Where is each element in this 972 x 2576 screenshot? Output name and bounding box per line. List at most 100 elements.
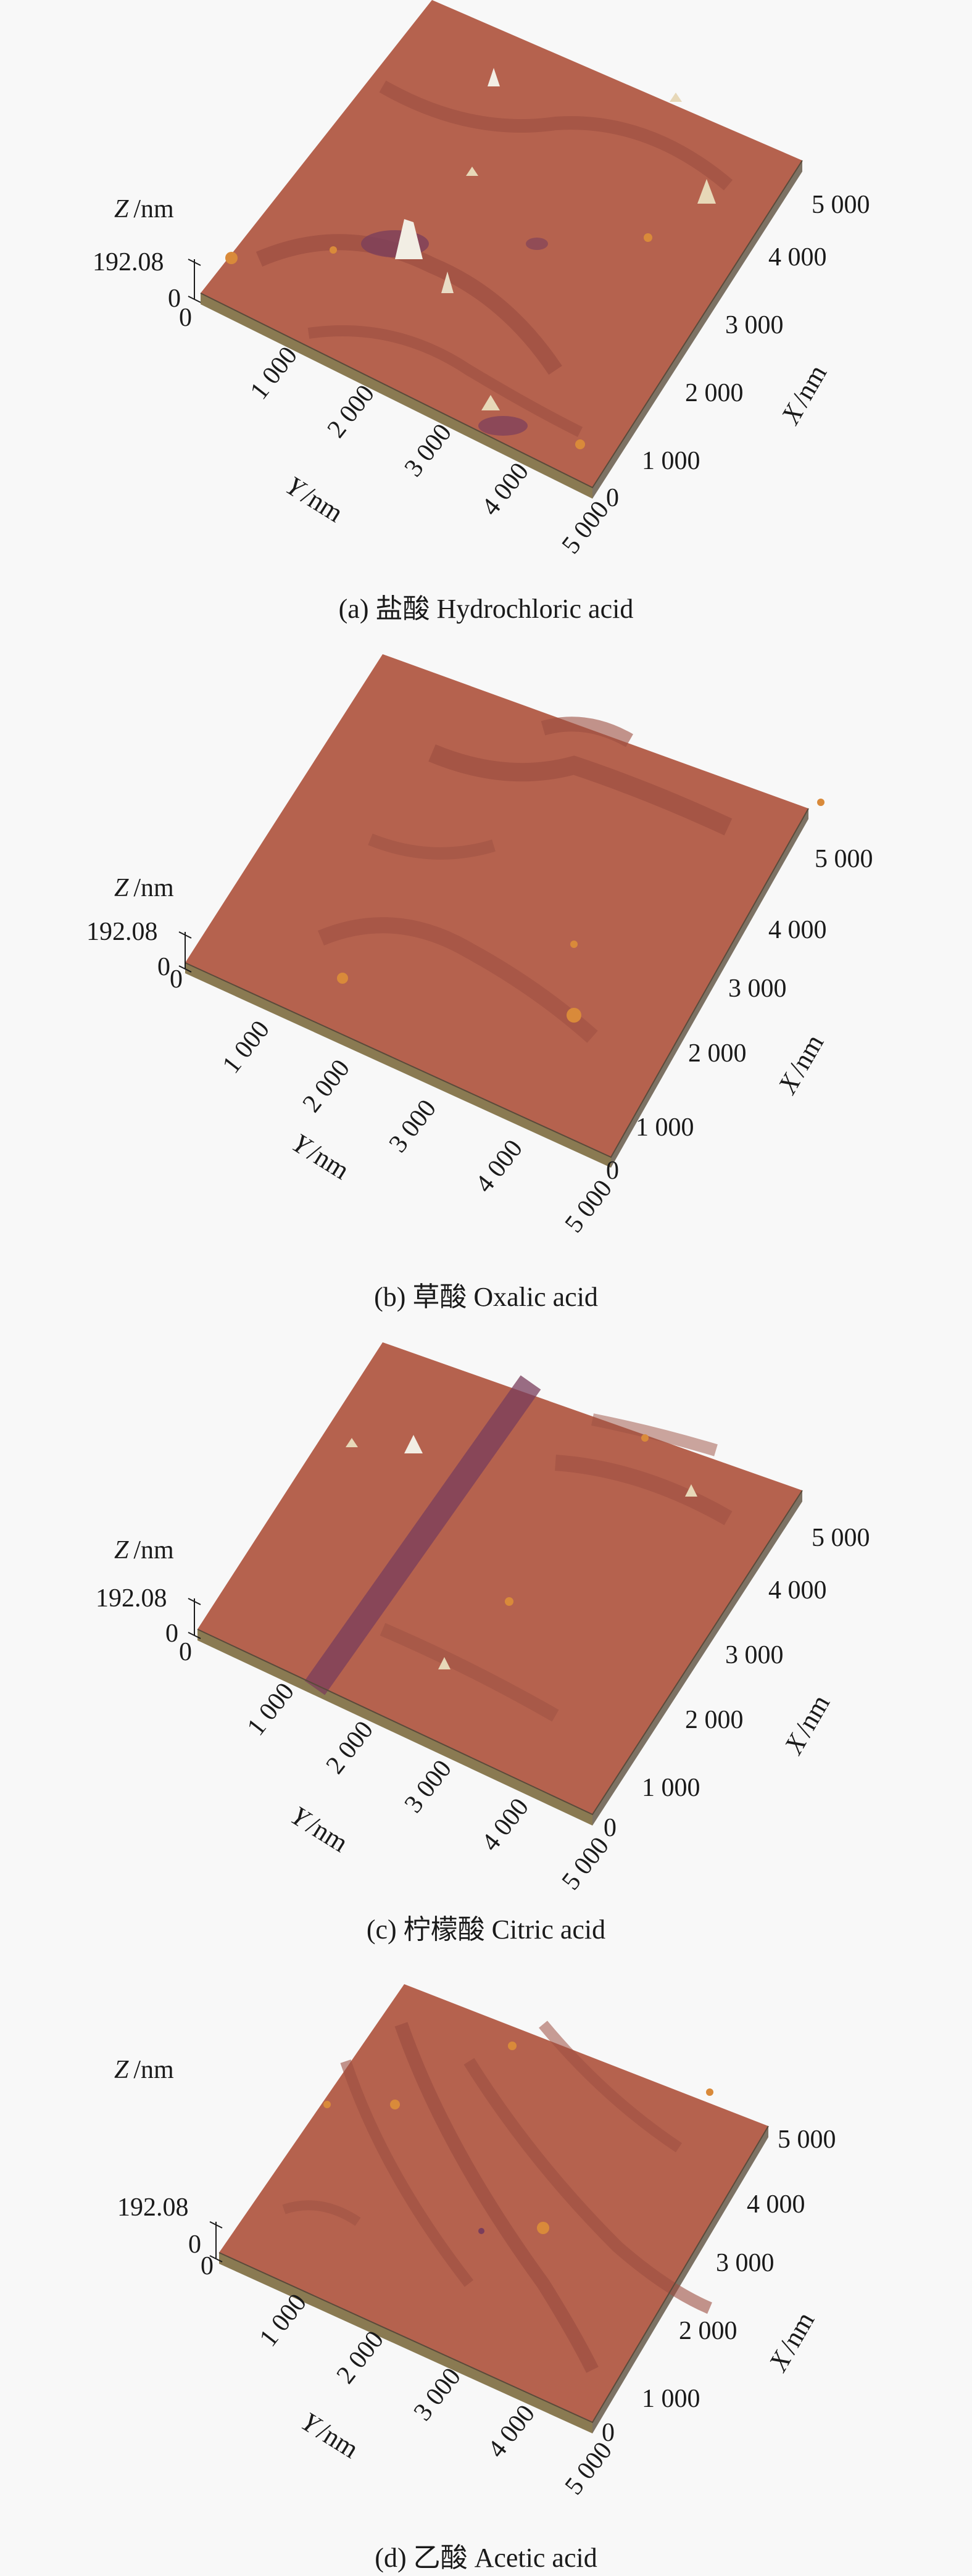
x-tick-label: 5 000	[812, 191, 870, 219]
x-tick-label: 0	[602, 2419, 615, 2447]
z-tick	[188, 259, 201, 266]
surface-texture	[368, 833, 496, 860]
y-origin-label: 0	[179, 1638, 192, 1666]
x-tick-label: 1 000	[642, 2385, 700, 2413]
x-tick-label: 1 000	[642, 1774, 700, 1802]
surface-texture	[394, 2022, 599, 2373]
surface-side-right	[592, 160, 802, 499]
surface-texture	[379, 80, 733, 191]
surface-side-right	[592, 2126, 768, 2433]
y-tick-label: 1 000	[217, 1015, 275, 1079]
surface-edge	[200, 160, 803, 489]
surface-spot	[641, 1434, 649, 1442]
surface-spot	[508, 2042, 517, 2050]
surface-texture	[555, 1455, 733, 1526]
surface-texture	[428, 744, 733, 836]
z-min-label: 0	[188, 2230, 201, 2259]
x-tick-label: 4 000	[768, 1576, 827, 1605]
y-origin-label: 0	[170, 965, 183, 994]
x-axis-label: X/nm	[775, 360, 833, 430]
surface-spot	[706, 2088, 713, 2096]
surface-spot	[330, 246, 337, 254]
x-tick-label: 3 000	[725, 311, 784, 339]
surface-spot	[537, 2222, 549, 2234]
y-tick-label: 2 000	[321, 1716, 379, 1779]
surface-side-left	[219, 2253, 592, 2433]
x-tick-label: 2 000	[685, 379, 744, 407]
x-tick-label: 3 000	[716, 2249, 775, 2277]
surface-texture	[340, 2059, 474, 2287]
surface-trench	[304, 1375, 541, 1695]
x-tick-label: 2 000	[688, 1039, 747, 1068]
surface-top	[197, 1342, 802, 1814]
surface-edge	[197, 1490, 803, 1816]
y-tick-label: 3 000	[399, 1755, 457, 1818]
y-axis-label: Y/nm	[287, 1128, 355, 1186]
figure-caption: (a) 盐酸 Hydrochloric acid	[338, 594, 634, 624]
surface-texture	[307, 325, 583, 438]
y-origin-label: 0	[201, 2252, 214, 2280]
afm-surface-a: Z/nm 192.08 0 0 1 000 2 000 3 000 4 000 …	[93, 0, 870, 559]
surface-stain	[478, 416, 528, 436]
surface-spot	[817, 799, 825, 806]
surface-spot	[323, 2101, 331, 2108]
x-tick-label: 5 000	[815, 845, 873, 873]
z-tick	[209, 2255, 223, 2262]
surface-peak	[685, 1484, 697, 1497]
z-tick	[188, 296, 201, 303]
z-max-label: 192.08	[86, 918, 158, 946]
afm-surface-d: Z/nm 192.08 0 0 1 000 2 000 3 000 4 000 …	[114, 1984, 836, 2500]
y-tick-label: 2 000	[297, 1054, 355, 1118]
surface-peak	[404, 1435, 423, 1453]
x-tick-label: 2 000	[679, 2317, 737, 2345]
surface-spot	[567, 1008, 581, 1023]
z-tick	[178, 931, 192, 939]
x-tick-label: 4 000	[768, 243, 827, 272]
figure-caption: (c) 柠檬酸 Citric acid	[366, 1914, 606, 1945]
x-tick-label: 0	[606, 484, 619, 512]
z-axis-label: Z/nm	[114, 1536, 174, 1564]
panel-b: Z/nm 192.08 0 0 1 000 2 000 3 000 4 000 …	[0, 642, 972, 1321]
z-min-label: 0	[165, 1619, 178, 1648]
surface-edge	[185, 808, 809, 1158]
z-min-label: 0	[168, 285, 181, 313]
surface-peak	[697, 179, 716, 204]
x-tick-label: 1 000	[636, 1113, 694, 1142]
surface-spot	[390, 2100, 400, 2109]
x-axis-label: X/nm	[762, 2307, 820, 2377]
x-tick-label: 0	[606, 1157, 619, 1185]
y-tick-label: 1 000	[245, 341, 303, 405]
panel-a: Z/nm 192.08 0 0 1 000 2 000 3 000 4 000 …	[0, 0, 972, 642]
y-tick-label: 4 000	[470, 1134, 528, 1198]
z-axis-label: Z/nm	[114, 2056, 174, 2084]
y-axis-label: Y/nm	[286, 1800, 354, 1858]
figure-caption: (b) 草酸 Oxalic acid	[374, 1282, 598, 1312]
surface-side-left	[197, 1629, 592, 1826]
surface-texture	[282, 2200, 361, 2226]
z-max-label: 192.08	[96, 1584, 167, 1613]
y-tick-label: 3 000	[399, 418, 457, 482]
surface-spot	[225, 252, 238, 264]
afm-surface-c: Z/nm 192.08 0 0 1 000 2 000 3 000 4 000 …	[96, 1342, 870, 1895]
surface-peak	[488, 68, 500, 86]
surface-spot	[644, 233, 652, 242]
surface-peak	[346, 1438, 358, 1447]
z-max-label: 192.08	[117, 2193, 189, 2222]
x-tick-label: 3 000	[725, 1641, 784, 1669]
x-tick-label: 0	[604, 1814, 617, 1842]
surface-stain	[526, 238, 548, 250]
surface-side-left	[185, 963, 611, 1168]
surface-texture	[463, 2058, 712, 2314]
z-axis-label: Z/nm	[114, 195, 174, 223]
x-tick-label: 4 000	[747, 2190, 805, 2219]
surface-spot	[337, 973, 348, 984]
z-max-label: 192.08	[93, 248, 164, 276]
surface-texture	[380, 1622, 559, 1722]
surface-peak	[466, 167, 478, 176]
y-axis-label: Y/nm	[296, 2406, 364, 2464]
y-tick-label: 3 000	[384, 1094, 442, 1158]
surface-texture	[255, 234, 562, 375]
y-tick-label: 2 000	[322, 380, 380, 443]
surface-peak	[395, 219, 423, 259]
surface-spot	[505, 1597, 513, 1606]
